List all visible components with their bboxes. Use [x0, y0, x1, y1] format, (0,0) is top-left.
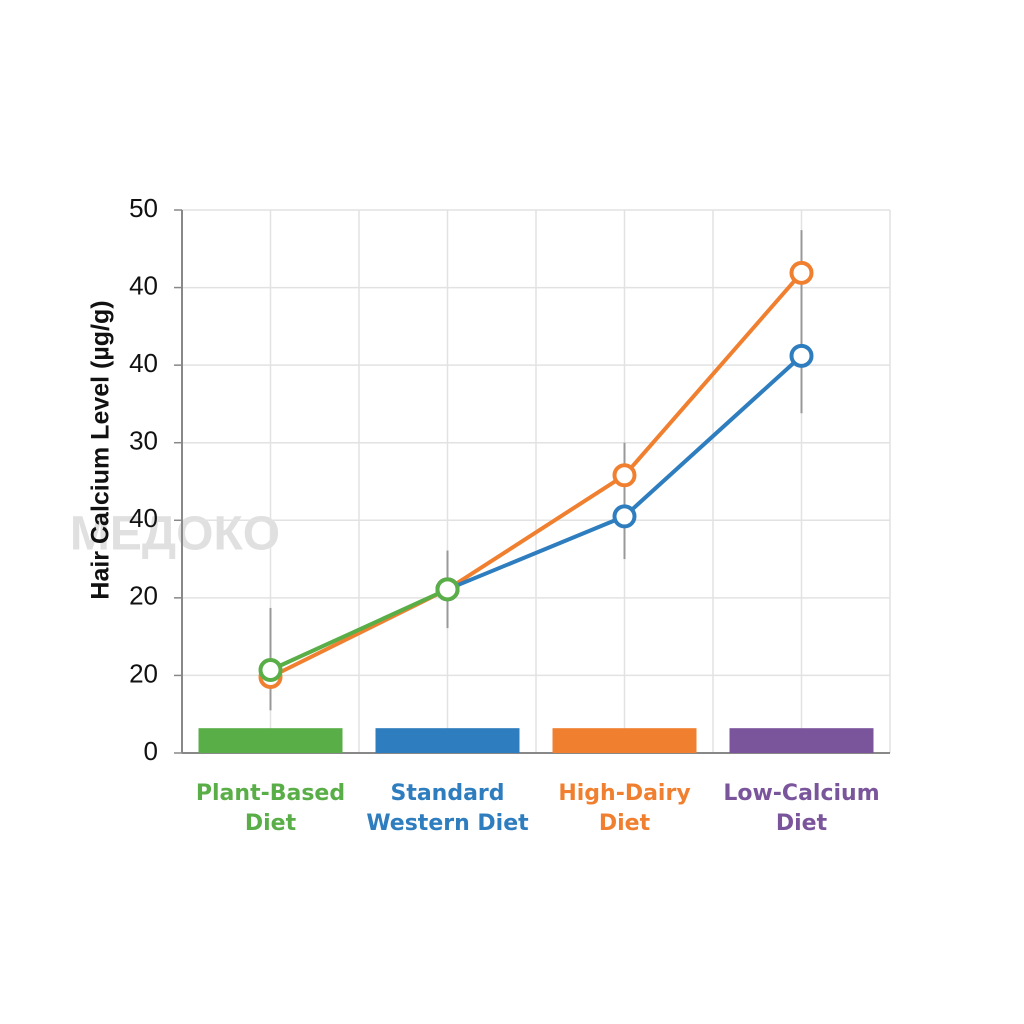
y-tick-label: 0 — [144, 736, 158, 766]
y-tick-label: 20 — [129, 658, 158, 688]
y-tick-label: 20 — [129, 581, 158, 611]
point-marker — [435, 577, 460, 602]
point-marker — [789, 343, 814, 368]
x-tick-label: Plant-Based Diet — [195, 781, 346, 836]
y-tick-label: 40 — [129, 348, 158, 378]
y-tick-label: 50 — [129, 193, 158, 223]
y-tick-label: 40 — [129, 270, 158, 300]
x-tick-label: Low-Calcium Diet — [723, 781, 880, 836]
bar — [198, 728, 343, 753]
y-axis-label: Hair Calcium Level (µg/g) — [87, 300, 115, 599]
bar — [375, 728, 520, 753]
y-tick-label: 40 — [129, 503, 158, 533]
x-tick-label: Standard Western Diet — [366, 781, 529, 836]
point-marker — [612, 463, 637, 488]
bar — [729, 728, 874, 753]
y-tick-label: 30 — [129, 426, 158, 456]
line — [269, 587, 449, 672]
point-marker — [258, 657, 283, 682]
bar — [552, 728, 697, 753]
line — [269, 271, 804, 679]
point-marker — [612, 504, 637, 529]
watermark: МЕДОКО — [70, 508, 280, 561]
x-tick-label: High-Dairy Diet — [558, 781, 691, 836]
point-marker — [789, 260, 814, 285]
